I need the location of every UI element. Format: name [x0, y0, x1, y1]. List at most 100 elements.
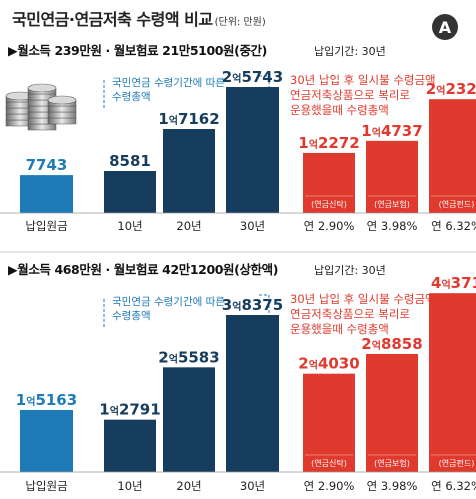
product-label: (연금보험) — [374, 459, 410, 468]
coins-illustration — [5, 83, 77, 131]
coin-edge — [27, 123, 57, 131]
bar-value-label: 1억7162 — [158, 110, 219, 128]
bar-연 6.32% — [429, 99, 476, 213]
bar-value-label: 3억8375 — [222, 296, 283, 314]
coin-face — [27, 83, 57, 93]
value-eok-number: 2 — [298, 355, 308, 373]
bar-value-label: 1억4737 — [361, 122, 422, 140]
category-label: 납입원금 — [25, 479, 67, 493]
bar-30년 — [226, 87, 279, 213]
bar-value-label: 2억8858 — [361, 335, 422, 353]
value-man-number: 8375 — [241, 296, 283, 314]
pension-group-label: 수령총액 — [112, 310, 151, 322]
bar-연 6.32% — [429, 293, 476, 472]
bar-value-label: 8581 — [109, 152, 151, 170]
value-eok-number: 1 — [158, 110, 168, 128]
bar-20년 — [163, 129, 215, 213]
bar-value-label: 2억5743 — [222, 68, 283, 86]
pension-bracket — [103, 294, 270, 329]
bar-value-label: 1억2791 — [99, 401, 160, 419]
title-main: 국민연금·연금저축 수령액 비교 — [12, 10, 213, 29]
product-label: (연금보험) — [374, 200, 410, 209]
savings-group-label: 운용했을때 수령총액 — [290, 322, 389, 336]
category-label: 연 2.90% — [304, 219, 355, 233]
value-man-number: 371 — [451, 274, 476, 292]
value-man-number: 8858 — [381, 335, 423, 353]
savings-group-label: 연금저축상품으로 복리로 — [290, 88, 410, 102]
panel-period: 납입기간: 30년 — [314, 264, 386, 277]
value-eok-number: 1 — [99, 401, 109, 419]
product-label: (연금신탁) — [311, 458, 347, 468]
value-eok-unit: 억 — [372, 340, 381, 352]
category-label: 연 3.98% — [367, 479, 418, 493]
value-man-number: 4737 — [381, 122, 423, 140]
value-eok-number: 2 — [158, 348, 168, 366]
bar-10년 — [104, 171, 156, 213]
category-label: 10년 — [117, 479, 142, 493]
logo-icon: A — [432, 14, 458, 40]
bar-value-label: 2억2325 — [426, 80, 476, 98]
panel-subtitle: ▶월소득 468만원 · 월보험료 42만1200원(상한액) — [8, 262, 278, 277]
value-eok-unit: 억 — [436, 85, 445, 97]
chart-panel-1: ▶월소득 239만원 · 월보험료 21만5100원(중간) 납입기간: 30년국… — [0, 43, 476, 253]
category-label: 연 2.90% — [304, 479, 355, 493]
product-label: (연금펀드) — [439, 459, 475, 468]
savings-group-label: 30년 납입 후 일시불 수령금액 — [290, 73, 436, 87]
value-man-number: 8581 — [109, 152, 151, 170]
bar-납입원금 — [20, 175, 73, 213]
value-eok-number: 2 — [361, 335, 371, 353]
coin-edge — [47, 117, 77, 125]
bar-value-label: 7743 — [26, 156, 68, 174]
bar-30년 — [226, 315, 279, 472]
value-eok-unit: 억 — [309, 360, 318, 372]
bar-10년 — [104, 419, 156, 472]
value-eok-unit: 억 — [441, 279, 450, 291]
value-eok-unit: 억 — [232, 73, 241, 85]
value-eok-unit: 억 — [232, 301, 241, 313]
value-man-number: 5743 — [241, 68, 283, 86]
pension-group-label: 수령총액 — [112, 91, 151, 103]
category-label: 20년 — [176, 219, 201, 233]
value-man-number: 7743 — [26, 156, 68, 174]
category-label: 납입원금 — [25, 219, 67, 233]
chart-title: 국민연금·연금저축 수령액 비교 (단위: 만원) A — [12, 6, 458, 40]
value-eok-number: 1 — [16, 391, 26, 409]
bar-value-label: 1억2272 — [298, 134, 359, 152]
bar-납입원금 — [20, 409, 73, 472]
category-label: 30년 — [240, 479, 265, 493]
value-eok-number: 3 — [222, 296, 232, 314]
value-eok-unit: 억 — [169, 353, 178, 365]
value-eok-unit: 억 — [110, 406, 119, 418]
value-man-number: 7162 — [178, 110, 220, 128]
value-eok-number: 4 — [431, 274, 441, 292]
coin-edge — [47, 105, 77, 113]
pension-group-label: 국민연금 수령기간에 따른 — [112, 296, 225, 308]
title-unit: (단위: 만원) — [214, 17, 266, 28]
value-man-number: 4030 — [318, 355, 360, 373]
pension-group-label: 국민연금 수령기간에 따른 — [112, 77, 225, 89]
bar-20년 — [163, 367, 215, 472]
coin-edge — [47, 111, 77, 119]
bar-value-label: 4억371 — [431, 274, 476, 292]
value-eok-unit: 억 — [169, 115, 178, 127]
product-label: (연금신탁) — [311, 199, 347, 209]
category-label: 10년 — [117, 219, 142, 233]
value-eok-number: 1 — [298, 134, 308, 152]
category-label: 연 3.98% — [367, 219, 418, 233]
value-eok-unit: 억 — [26, 396, 35, 408]
value-man-number: 5163 — [35, 391, 77, 409]
product-label: (연금펀드) — [439, 200, 475, 209]
bar-value-label: 2억5583 — [158, 348, 219, 366]
category-label: 연 6.32% — [431, 479, 476, 493]
value-eok-unit: 억 — [309, 139, 318, 151]
bar-연 2.90% — [303, 373, 355, 472]
savings-group-label: 운용했을때 수령총액 — [290, 103, 389, 117]
savings-group-label: 연금저축상품으로 복리로 — [290, 307, 410, 321]
value-man-number: 2791 — [119, 401, 161, 419]
value-man-number: 2272 — [318, 134, 360, 152]
category-label: 30년 — [240, 219, 265, 233]
bar-연 3.98% — [366, 353, 418, 472]
value-man-number: 5583 — [178, 348, 220, 366]
value-eok-number: 2 — [222, 68, 232, 86]
